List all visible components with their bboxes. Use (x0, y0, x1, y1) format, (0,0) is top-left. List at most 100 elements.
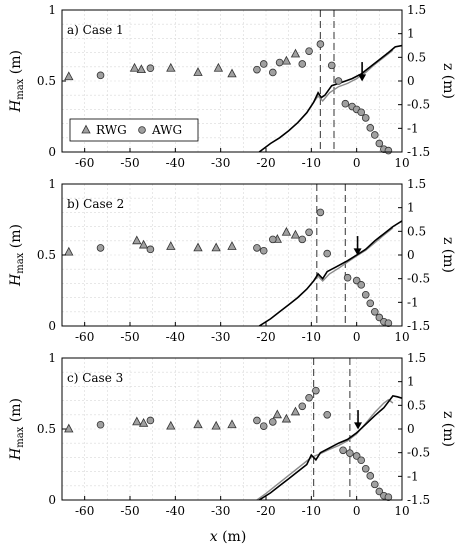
awg-point (316, 40, 325, 48)
awg-point (275, 58, 284, 67)
y-axis-left-symbol: H (8, 99, 24, 113)
ytick-right-label: 1.5 (407, 3, 426, 17)
awg-point (96, 244, 105, 252)
xtick-label: -10 (302, 156, 321, 170)
rwg-point (290, 48, 301, 58)
ytick-right-label: -1 (407, 469, 419, 483)
awg-point (305, 228, 313, 237)
y-axis-left-label: Hmax (m) (8, 398, 26, 461)
awg-point (298, 235, 307, 244)
awg-point (96, 420, 105, 429)
ytick-right-label: 0.5 (407, 50, 426, 64)
ytick-left-label: 1 (48, 351, 56, 365)
rwg-point (281, 55, 292, 65)
xtick-label: -60 (75, 504, 94, 518)
rwg-point (227, 419, 237, 429)
y-axis-left-unit: (m) (8, 50, 24, 79)
xtick-label: 10 (394, 330, 409, 344)
awg-point (384, 319, 393, 327)
awg-point (146, 416, 155, 425)
bed-profile-gray (313, 49, 394, 103)
panel-title: c) Case 3 (67, 371, 123, 385)
rwg-point (136, 64, 146, 74)
ytick-left-label: 0 (48, 145, 56, 159)
bed-profile-gray (313, 227, 394, 283)
awg-point (316, 208, 325, 217)
panel-title: b) Case 2 (67, 197, 124, 211)
ytick-right-label: 1 (407, 201, 415, 215)
y-axis-right-label: z (m) (440, 237, 456, 273)
awg-point (253, 65, 261, 74)
rwg-point (193, 242, 203, 252)
rwg-point (129, 62, 140, 72)
xtick-label: -10 (302, 504, 321, 518)
awg-point (384, 146, 393, 155)
xtick-label: 0 (353, 504, 361, 518)
awg-point (268, 418, 277, 426)
awg-point (341, 99, 350, 108)
y-axis-left-subscript: max (15, 78, 26, 99)
xtick-label: -20 (256, 330, 275, 344)
xtick-label: -50 (120, 504, 139, 518)
rwg-point (166, 241, 176, 250)
ytick-right-label: 1.5 (407, 177, 426, 191)
awg-point (298, 60, 307, 68)
xtick-label: -60 (75, 156, 94, 170)
xtick-label: 0 (353, 330, 361, 344)
y-axis-right-label: z (m) (440, 411, 456, 447)
rwg-point (193, 67, 203, 76)
awg-point (305, 393, 313, 402)
ytick-right-label: -0.5 (407, 98, 430, 112)
awg-point (259, 422, 268, 430)
ytick-left-label: 0 (48, 493, 56, 507)
arrow-head (358, 74, 367, 82)
rwg-point (64, 71, 74, 81)
rwg-point (272, 409, 283, 419)
xtick-label: -30 (211, 156, 230, 170)
rwg-point (193, 419, 203, 429)
legend-awg-marker (138, 126, 146, 134)
y-axis-left-label: Hmax (m) (8, 50, 26, 113)
y-axis-left-unit: (m) (8, 224, 24, 253)
legend-awg-label: AWG (151, 123, 182, 137)
xtick-label: -30 (211, 330, 230, 344)
rwg-point (227, 241, 237, 250)
legend-rwg-label: RWG (96, 123, 127, 137)
panel-3: 0 0.5 1 -1.5 -1 -0.5 0 0.5 1 1.5 -60 -50 -40 -30 -20 -1… (8, 351, 456, 518)
ytick-left-label: 1 (48, 177, 56, 191)
awg-point (268, 68, 277, 77)
xtick-label: -50 (120, 330, 139, 344)
xtick-label: -30 (211, 504, 230, 518)
ytick-right-label: 0 (407, 422, 415, 436)
awg-point (361, 464, 370, 473)
rwg-point (213, 62, 224, 72)
awg-point (343, 273, 352, 282)
xtick-label: -40 (166, 504, 185, 518)
ytick-right-label: 0 (407, 74, 415, 88)
panel-1: 0 0.5 1 -1.5 -1 -0.5 0 0.5 1 1.5 -60 -50 -40 -30 -20 -1… (8, 3, 456, 170)
ytick-left-label: 0.5 (37, 422, 56, 436)
awg-point (334, 77, 343, 85)
ytick-right-label: 0.5 (407, 398, 426, 412)
xtick-label: 10 (394, 156, 409, 170)
awg-point (361, 114, 370, 122)
ytick-right-label: -1 (407, 295, 419, 309)
ytick-right-label: 1 (407, 27, 415, 41)
awg-point (339, 446, 347, 455)
xtick-label: -40 (166, 330, 185, 344)
awg-point (259, 246, 268, 255)
xtick-label: -10 (302, 330, 321, 344)
rwg-point (138, 417, 149, 427)
awg-point (268, 235, 277, 244)
ytick-left-label: 0.5 (37, 248, 56, 262)
bed-profile-gray (256, 398, 394, 500)
x-axis-label-symbol: x (210, 529, 218, 545)
panel-title: a) Case 1 (67, 23, 124, 37)
awg-point (357, 108, 366, 117)
ytick-right-label: 1 (407, 375, 415, 389)
bed-profile-black (258, 395, 402, 500)
awg-point (259, 60, 268, 68)
awg-point (370, 131, 379, 139)
awg-point (323, 249, 332, 258)
